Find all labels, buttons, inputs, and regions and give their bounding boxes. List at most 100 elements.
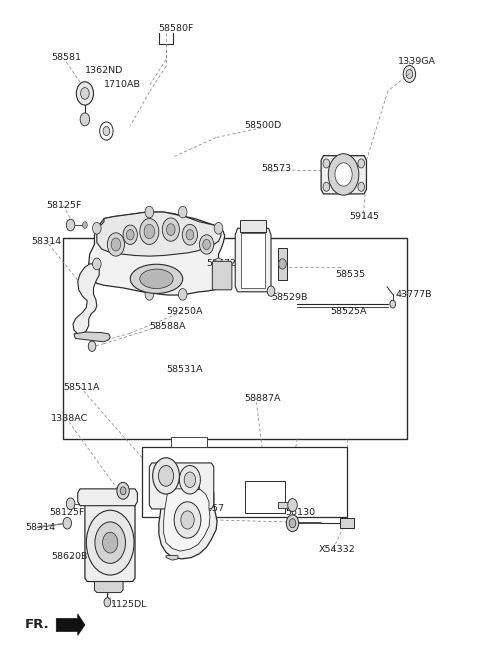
Circle shape — [145, 288, 154, 300]
Text: 58581: 58581 — [51, 53, 82, 62]
Circle shape — [214, 223, 223, 234]
Circle shape — [108, 233, 124, 256]
Circle shape — [80, 113, 90, 126]
Circle shape — [323, 159, 330, 168]
Bar — [241, 233, 265, 288]
Circle shape — [144, 225, 155, 239]
Circle shape — [184, 472, 196, 488]
Text: 1125DL: 1125DL — [111, 600, 148, 609]
Ellipse shape — [130, 264, 183, 294]
Circle shape — [86, 510, 134, 575]
Circle shape — [66, 498, 75, 510]
Text: X54332: X54332 — [319, 545, 356, 553]
Text: 58535: 58535 — [336, 270, 366, 279]
Text: FR.: FR. — [24, 618, 49, 631]
Text: 58125F: 58125F — [49, 508, 84, 517]
Circle shape — [179, 288, 187, 300]
Text: 58525A: 58525A — [331, 307, 367, 316]
Text: 58529B: 58529B — [271, 293, 307, 302]
Circle shape — [103, 533, 118, 553]
Text: 56130: 56130 — [285, 508, 315, 517]
Text: 1339GA: 1339GA — [397, 57, 435, 66]
Bar — [340, 518, 354, 528]
Text: 59145: 59145 — [350, 212, 380, 221]
Text: 1362ND: 1362ND — [85, 66, 123, 76]
Polygon shape — [95, 581, 123, 592]
Text: 59250A: 59250A — [166, 307, 203, 316]
Circle shape — [100, 122, 113, 140]
Circle shape — [335, 163, 352, 186]
Polygon shape — [183, 482, 199, 489]
Polygon shape — [149, 463, 214, 509]
Polygon shape — [74, 332, 110, 342]
Bar — [278, 502, 290, 508]
Bar — [63, 238, 407, 439]
Polygon shape — [97, 212, 221, 256]
Circle shape — [93, 223, 101, 234]
Text: 43777B: 43777B — [395, 290, 432, 299]
Text: 58588A: 58588A — [149, 322, 186, 331]
Circle shape — [180, 465, 200, 494]
Polygon shape — [85, 502, 135, 581]
Circle shape — [358, 159, 364, 168]
Circle shape — [328, 154, 359, 195]
Text: 58887A: 58887A — [245, 394, 281, 402]
Circle shape — [179, 206, 187, 218]
Polygon shape — [321, 156, 366, 194]
Text: 1338AC: 1338AC — [50, 414, 88, 423]
Text: 59257: 59257 — [195, 504, 225, 513]
Circle shape — [181, 511, 194, 529]
Circle shape — [289, 519, 296, 528]
Text: 58125F: 58125F — [47, 201, 82, 210]
Polygon shape — [164, 489, 210, 551]
Circle shape — [145, 206, 154, 218]
Text: 58500D: 58500D — [245, 121, 282, 130]
Circle shape — [286, 515, 299, 532]
Bar — [245, 481, 285, 514]
Bar — [142, 447, 348, 517]
Ellipse shape — [140, 269, 173, 288]
Polygon shape — [89, 212, 228, 295]
Text: 58580F: 58580F — [158, 24, 193, 33]
Circle shape — [153, 458, 180, 494]
Circle shape — [104, 598, 111, 607]
Circle shape — [88, 341, 96, 352]
Polygon shape — [235, 229, 271, 292]
Polygon shape — [168, 509, 206, 515]
Circle shape — [214, 258, 223, 270]
Polygon shape — [166, 555, 178, 560]
Circle shape — [186, 230, 194, 240]
Text: 58620B: 58620B — [51, 553, 88, 561]
Circle shape — [63, 518, 72, 529]
Text: 58314: 58314 — [32, 237, 61, 245]
Circle shape — [174, 502, 201, 538]
Circle shape — [126, 230, 134, 240]
FancyBboxPatch shape — [212, 261, 232, 290]
Circle shape — [95, 522, 125, 563]
Text: 58573: 58573 — [262, 164, 292, 173]
Circle shape — [203, 240, 210, 249]
Polygon shape — [159, 482, 217, 559]
Circle shape — [323, 182, 330, 191]
Circle shape — [182, 225, 198, 245]
Text: 58314: 58314 — [25, 523, 55, 533]
Circle shape — [111, 238, 120, 251]
Text: 1710AB: 1710AB — [104, 80, 141, 89]
Bar — [240, 220, 266, 232]
Bar — [171, 437, 206, 447]
Circle shape — [158, 465, 174, 486]
Text: 58672: 58672 — [206, 259, 237, 268]
Circle shape — [279, 258, 286, 269]
Circle shape — [83, 222, 87, 229]
Circle shape — [120, 487, 126, 495]
Circle shape — [117, 482, 129, 499]
Text: 58531A: 58531A — [166, 365, 203, 374]
Circle shape — [267, 286, 275, 296]
Circle shape — [199, 235, 214, 254]
Circle shape — [81, 88, 89, 99]
Polygon shape — [56, 614, 85, 635]
Circle shape — [403, 66, 416, 83]
Circle shape — [140, 219, 159, 245]
Circle shape — [103, 126, 110, 135]
Circle shape — [93, 258, 101, 270]
